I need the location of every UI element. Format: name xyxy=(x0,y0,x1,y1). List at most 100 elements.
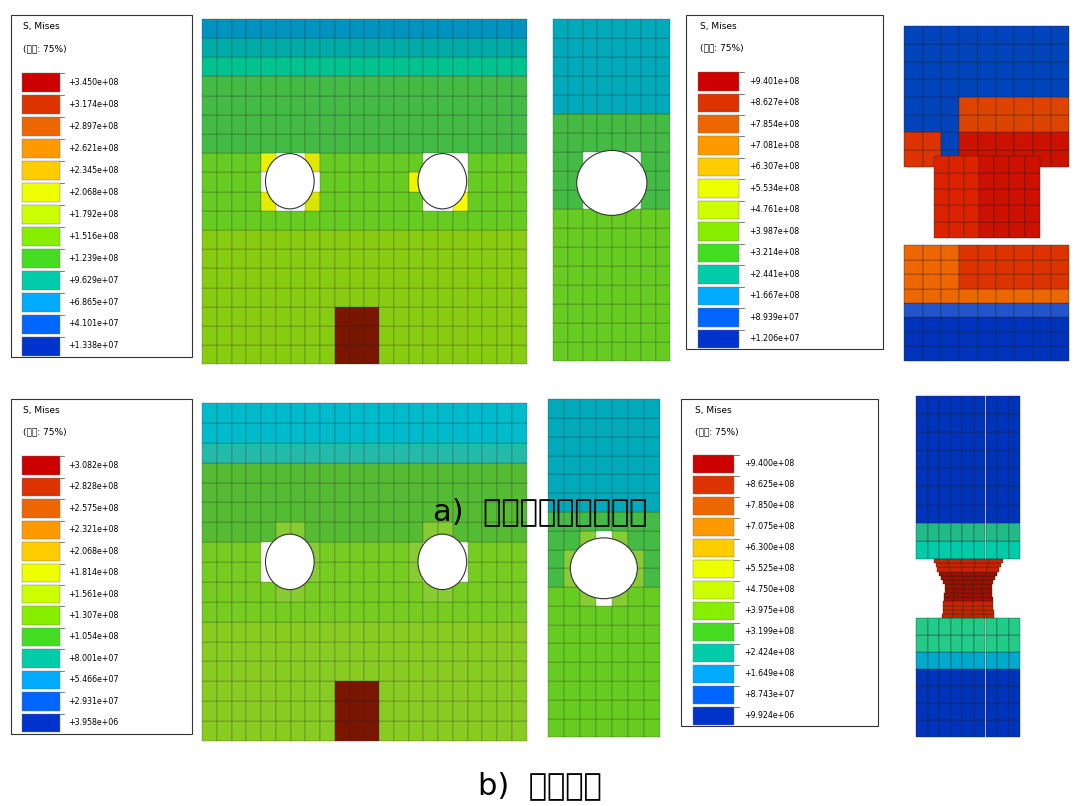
Bar xyxy=(997,468,1009,486)
Bar xyxy=(320,442,335,463)
Bar xyxy=(276,307,291,326)
FancyBboxPatch shape xyxy=(22,293,59,312)
Bar xyxy=(202,288,217,307)
Bar xyxy=(217,642,232,662)
Bar xyxy=(962,413,974,432)
Bar xyxy=(394,522,408,542)
Bar xyxy=(512,403,527,423)
Bar xyxy=(1014,79,1032,97)
Bar xyxy=(379,192,394,211)
Bar xyxy=(964,206,980,222)
Bar xyxy=(1010,206,1025,222)
Bar xyxy=(468,19,483,38)
Bar xyxy=(232,423,246,442)
Bar xyxy=(232,134,246,153)
Bar xyxy=(916,669,928,687)
Bar xyxy=(453,701,468,721)
Bar xyxy=(954,597,963,601)
Bar xyxy=(246,582,261,602)
Bar xyxy=(453,642,468,662)
Bar xyxy=(453,288,468,307)
Bar xyxy=(1014,44,1032,61)
Text: +7.854e+08: +7.854e+08 xyxy=(750,119,799,128)
Bar xyxy=(438,662,453,681)
Bar xyxy=(512,77,527,96)
Bar xyxy=(379,172,394,192)
Bar xyxy=(962,618,974,635)
Bar xyxy=(497,153,512,172)
Bar xyxy=(596,625,611,643)
Bar xyxy=(408,326,423,345)
Bar xyxy=(350,721,364,741)
Bar xyxy=(438,19,453,38)
Bar xyxy=(928,635,940,652)
Bar xyxy=(379,423,394,442)
Bar xyxy=(261,423,276,442)
Bar xyxy=(320,38,335,57)
Bar xyxy=(974,618,985,635)
Bar xyxy=(379,134,394,153)
Bar xyxy=(928,618,940,635)
Bar xyxy=(996,44,1014,61)
Bar xyxy=(306,38,320,57)
Bar xyxy=(553,304,568,322)
Bar xyxy=(611,530,627,550)
Bar xyxy=(1009,704,1021,721)
Bar xyxy=(611,38,626,57)
Bar xyxy=(1051,150,1069,168)
Ellipse shape xyxy=(570,538,637,599)
Bar xyxy=(468,701,483,721)
Bar xyxy=(438,134,453,153)
Bar xyxy=(246,230,261,249)
Bar xyxy=(568,266,582,285)
FancyBboxPatch shape xyxy=(698,201,740,219)
Bar xyxy=(962,721,974,737)
Text: +1.649e+08: +1.649e+08 xyxy=(744,669,794,678)
Bar xyxy=(320,602,335,621)
Bar xyxy=(597,57,611,76)
Bar xyxy=(261,38,276,57)
Bar xyxy=(627,700,644,718)
Bar xyxy=(611,209,626,228)
Bar xyxy=(320,211,335,230)
Bar xyxy=(656,152,671,171)
Bar xyxy=(904,44,922,61)
Bar xyxy=(512,522,527,542)
Bar xyxy=(983,597,993,601)
Bar xyxy=(1014,289,1032,303)
Bar xyxy=(202,134,217,153)
Bar xyxy=(217,172,232,192)
Bar xyxy=(246,38,261,57)
Bar xyxy=(564,493,580,512)
Bar xyxy=(306,522,320,542)
Bar xyxy=(394,403,408,423)
Bar xyxy=(644,550,660,568)
Bar xyxy=(379,249,394,268)
Bar xyxy=(548,587,564,606)
Bar xyxy=(291,602,306,621)
Bar xyxy=(423,326,438,345)
Bar xyxy=(656,171,671,189)
Bar xyxy=(596,418,611,437)
Bar xyxy=(934,222,949,238)
Bar xyxy=(941,576,951,580)
Bar xyxy=(394,211,408,230)
Bar xyxy=(483,249,497,268)
Bar xyxy=(453,96,468,114)
Bar xyxy=(988,563,1001,567)
Bar xyxy=(217,249,232,268)
Bar xyxy=(408,307,423,326)
Bar xyxy=(408,502,423,522)
Bar xyxy=(246,662,261,681)
Bar xyxy=(934,156,949,172)
Bar xyxy=(564,399,580,418)
Bar xyxy=(276,442,291,463)
Bar xyxy=(627,493,644,512)
Bar xyxy=(261,442,276,463)
Bar xyxy=(656,285,671,304)
Bar xyxy=(959,150,977,168)
Bar xyxy=(453,345,468,364)
Bar xyxy=(379,326,394,345)
Bar xyxy=(611,247,626,266)
Bar xyxy=(408,403,423,423)
